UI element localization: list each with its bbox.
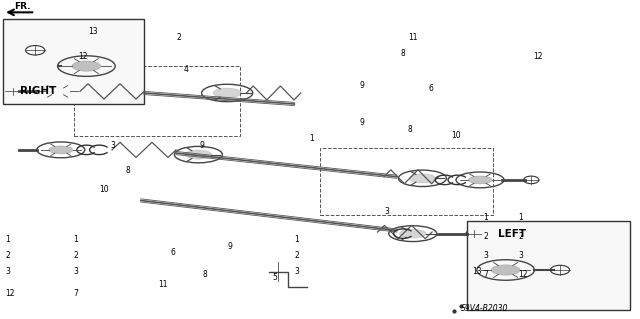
Ellipse shape <box>72 61 101 71</box>
Text: RIGHT: RIGHT <box>20 86 56 96</box>
Text: 13: 13 <box>472 267 482 276</box>
Text: 8: 8 <box>407 125 412 134</box>
Text: 12: 12 <box>533 52 542 61</box>
Ellipse shape <box>213 88 241 98</box>
Text: 1: 1 <box>309 134 314 143</box>
Text: 6: 6 <box>429 84 434 93</box>
Ellipse shape <box>399 229 426 238</box>
Text: 3: 3 <box>5 267 10 276</box>
Text: 1: 1 <box>294 235 299 244</box>
Text: 3: 3 <box>110 141 115 150</box>
Text: 6: 6 <box>170 248 175 257</box>
Bar <box>3 19 144 104</box>
Text: 3: 3 <box>74 267 79 276</box>
Text: 10: 10 <box>99 185 109 194</box>
Text: 5: 5 <box>273 273 278 282</box>
Text: 2: 2 <box>518 232 523 241</box>
Text: 8: 8 <box>202 270 207 279</box>
Text: 9: 9 <box>228 242 233 251</box>
Text: 3: 3 <box>384 207 389 216</box>
Ellipse shape <box>185 150 212 159</box>
Text: 4: 4 <box>183 65 188 74</box>
Ellipse shape <box>468 176 492 184</box>
Text: 11: 11 <box>408 33 417 42</box>
Text: 9: 9 <box>199 141 204 150</box>
Ellipse shape <box>492 265 520 275</box>
Text: 12: 12 <box>518 270 528 279</box>
Text: 9: 9 <box>359 81 364 90</box>
Text: 1: 1 <box>5 235 10 244</box>
Ellipse shape <box>49 146 73 154</box>
Text: 9: 9 <box>359 118 364 128</box>
Text: FR.: FR. <box>14 2 31 11</box>
Text: 2: 2 <box>483 232 488 241</box>
Text: 2: 2 <box>5 251 10 260</box>
Text: 12: 12 <box>79 52 88 61</box>
Text: 1: 1 <box>518 213 523 222</box>
Text: 1: 1 <box>483 213 488 222</box>
Text: 3: 3 <box>483 251 488 260</box>
Text: 1: 1 <box>74 235 78 244</box>
Text: LEFT: LEFT <box>498 229 526 239</box>
Text: 2: 2 <box>177 33 182 42</box>
Text: 8: 8 <box>125 166 131 175</box>
Text: 7: 7 <box>483 270 488 279</box>
Bar <box>320 148 493 215</box>
Text: 10: 10 <box>451 131 461 140</box>
Text: 2: 2 <box>294 251 299 260</box>
Text: 3: 3 <box>294 267 300 276</box>
Bar <box>74 66 240 136</box>
Text: 2: 2 <box>74 251 78 260</box>
Bar <box>467 221 630 309</box>
Text: 3: 3 <box>518 251 524 260</box>
Ellipse shape <box>45 87 70 95</box>
Text: 11: 11 <box>159 280 168 289</box>
Text: 13: 13 <box>88 27 98 36</box>
Text: 12: 12 <box>5 289 15 298</box>
Text: 8: 8 <box>401 49 406 58</box>
Text: S9V4-B2030: S9V4-B2030 <box>461 304 508 313</box>
Ellipse shape <box>409 174 436 183</box>
Text: 7: 7 <box>74 289 79 298</box>
